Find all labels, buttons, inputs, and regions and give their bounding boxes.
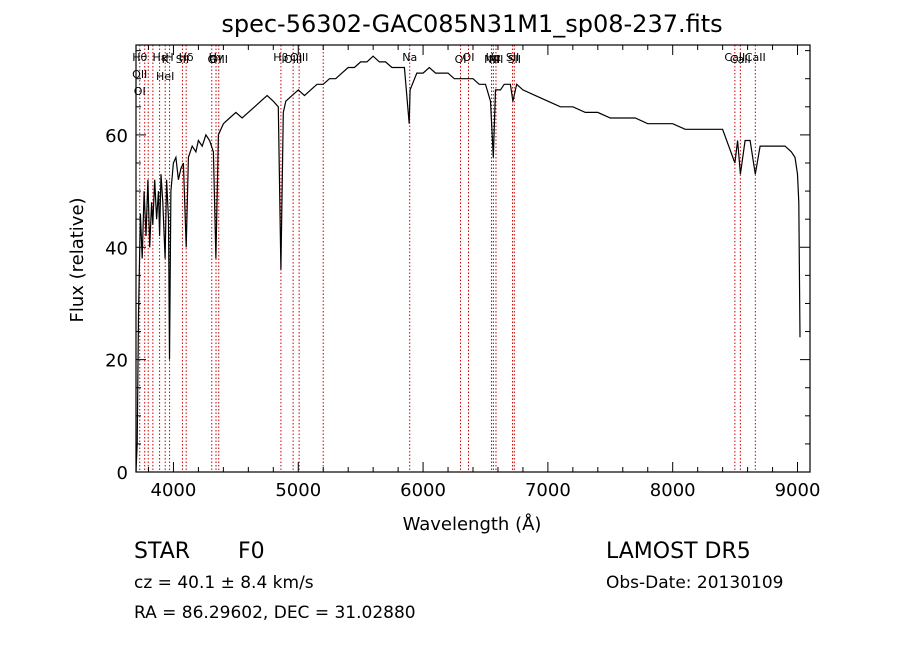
spectrum-line bbox=[135, 55, 801, 473]
marker-label: Hε bbox=[152, 51, 166, 64]
spectral-subclass: F0 bbox=[238, 539, 265, 564]
x-axis-label: Wavelength (Å) bbox=[403, 513, 542, 535]
x-tick-label: 4000 bbox=[151, 480, 197, 501]
marker-label: Hγ bbox=[209, 51, 224, 64]
marker-label: SII bbox=[508, 53, 521, 66]
marker-label: Na bbox=[402, 51, 417, 64]
y-axis: 0 20 40 60 bbox=[105, 50, 810, 484]
marker-label: CaII bbox=[724, 51, 745, 64]
y-tick-label: 20 bbox=[105, 351, 128, 372]
x-tick-label: 7000 bbox=[525, 480, 571, 501]
marker-label: Hα bbox=[486, 51, 502, 64]
marker-label: OIII bbox=[210, 53, 228, 66]
survey-name: LAMOST DR5 bbox=[606, 539, 751, 564]
emission-line-markers bbox=[139, 45, 756, 472]
marker-label: Hθ bbox=[132, 51, 147, 64]
marker-label: CaII bbox=[730, 53, 751, 66]
marker-label: G bbox=[207, 53, 216, 66]
marker-label: SII bbox=[176, 53, 189, 66]
marker-label: CaII bbox=[745, 51, 766, 64]
marker-label: OIII bbox=[284, 53, 302, 66]
coordinates: RA = 86.29602, DEC = 31.02880 bbox=[134, 603, 416, 623]
marker-label: SII bbox=[506, 51, 519, 64]
marker-label: NII bbox=[484, 53, 499, 66]
marker-label: OI bbox=[463, 51, 475, 64]
redshift-value: cz = 40.1 ± 8.4 km/s bbox=[134, 573, 314, 593]
chart-title: spec-56302-GAC085N31M1_sp08-237.fits bbox=[221, 10, 722, 38]
y-tick-label: 40 bbox=[105, 238, 128, 259]
x-tick-label: 9000 bbox=[775, 480, 821, 501]
marker-label: OI bbox=[134, 85, 146, 98]
marker-label: OIII bbox=[290, 51, 308, 64]
marker-label: H bbox=[165, 51, 173, 64]
y-tick-label: 0 bbox=[117, 463, 128, 484]
marker-label: K bbox=[162, 53, 170, 66]
marker-label: Hδ bbox=[179, 51, 194, 64]
marker-label: OI bbox=[455, 53, 467, 66]
x-tick-label: 5000 bbox=[275, 480, 321, 501]
x-tick-label: 8000 bbox=[650, 480, 696, 501]
object-class: STAR bbox=[134, 539, 191, 564]
x-tick-label: 6000 bbox=[400, 480, 446, 501]
plot-frame bbox=[135, 44, 811, 473]
marker-label: HeI bbox=[156, 70, 174, 83]
observation-date: Obs-Date: 20130109 bbox=[606, 573, 784, 593]
marker-label: Hβ bbox=[273, 51, 288, 64]
x-axis: 4000 5000 6000 7000 8000 9000 bbox=[147, 45, 821, 501]
y-tick-label: 60 bbox=[105, 126, 128, 147]
marker-label: NII bbox=[489, 53, 504, 66]
y-axis-label: Flux (relative) bbox=[67, 197, 88, 322]
